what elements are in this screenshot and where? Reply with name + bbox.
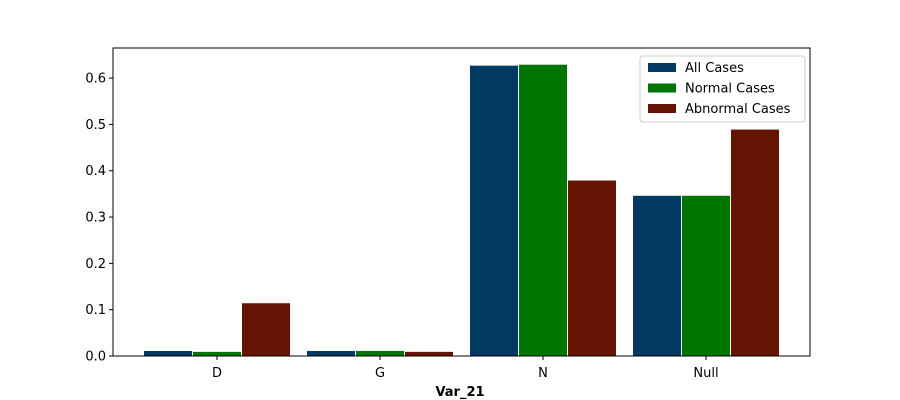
bar-abnormal-cases-n xyxy=(567,179,617,357)
legend: All Cases Normal Cases Abnormal Cases xyxy=(639,55,806,123)
bar-abnormal-cases-d xyxy=(241,302,291,357)
plot-frame xyxy=(112,47,811,357)
x-tick-label: G xyxy=(375,366,385,381)
bar-normal-cases-n xyxy=(518,63,568,357)
y-tick-label: 0.3 xyxy=(85,211,106,226)
y-tick-label: 0.6 xyxy=(85,72,106,87)
y-tick-label: 0.5 xyxy=(85,118,106,133)
bar-all-cases-g xyxy=(306,349,356,357)
bar-normal-cases-d xyxy=(192,350,242,357)
y-tick-label: 0.0 xyxy=(85,350,106,365)
bar-abnormal-cases-null xyxy=(730,128,780,357)
legend-swatch xyxy=(648,83,676,93)
x-axis-title: Var_21 xyxy=(435,385,484,400)
bar-abnormal-cases-g xyxy=(404,350,454,357)
bar-all-cases-null xyxy=(632,194,682,357)
y-tick-label: 0.1 xyxy=(85,303,106,318)
bar-all-cases-n xyxy=(469,64,519,357)
bar-all-cases-d xyxy=(143,349,193,357)
x-tick-label: N xyxy=(538,366,548,381)
bars-group xyxy=(143,63,780,357)
legend-label: Normal Cases xyxy=(685,82,775,97)
y-axis: 0.0 0.1 0.2 0.3 0.4 0.5 0.6 xyxy=(85,72,113,365)
bar-normal-cases-null xyxy=(681,194,731,357)
x-tick-label: D xyxy=(212,366,222,381)
x-axis: D G N Null xyxy=(212,356,719,381)
y-tick-label: 0.2 xyxy=(85,257,106,272)
legend-swatch xyxy=(648,63,676,72)
legend-label: Abnormal Cases xyxy=(685,102,791,117)
x-tick-label: Null xyxy=(693,366,718,381)
y-tick-label: 0.4 xyxy=(85,164,106,179)
legend-swatch xyxy=(648,104,676,113)
legend-box xyxy=(639,55,806,123)
legend-label: All Cases xyxy=(685,61,744,76)
bar-normal-cases-g xyxy=(355,349,405,357)
